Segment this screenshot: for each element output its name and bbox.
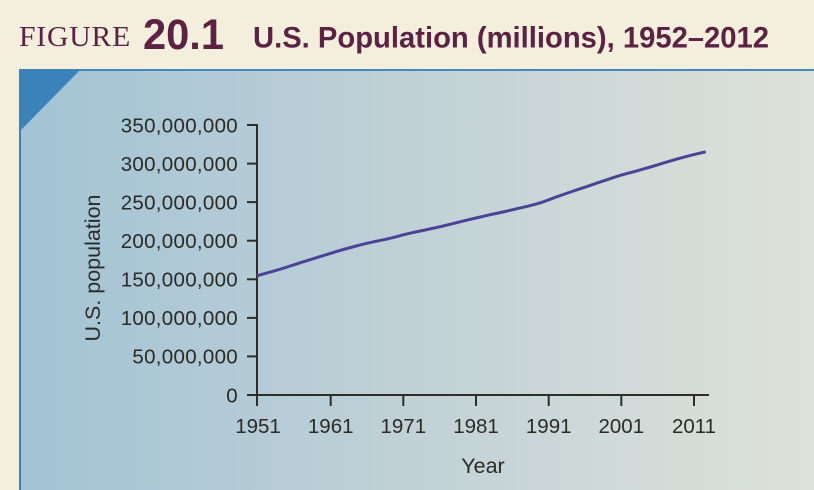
svg-text:1991: 1991 (526, 415, 572, 438)
svg-text:0: 0 (226, 384, 238, 407)
svg-text:1961: 1961 (308, 415, 354, 438)
svg-text:1951: 1951 (235, 415, 281, 438)
svg-text:U.S. population: U.S. population (81, 194, 105, 341)
svg-text:FIGURE: FIGURE (19, 21, 131, 53)
svg-text:2011: 2011 (672, 415, 716, 438)
svg-text:100,000,000: 100,000,000 (121, 307, 238, 330)
svg-text:2001: 2001 (598, 415, 644, 438)
svg-text:U.S. Population (millions), 19: U.S. Population (millions), 1952–2012 (253, 22, 769, 55)
svg-text:20.1: 20.1 (143, 11, 224, 59)
svg-text:Year: Year (461, 454, 504, 478)
svg-text:150,000,000: 150,000,000 (121, 269, 238, 292)
svg-text:1971: 1971 (380, 415, 426, 438)
svg-text:50,000,000: 50,000,000 (132, 346, 238, 369)
svg-text:300,000,000: 300,000,000 (121, 153, 238, 176)
svg-text:200,000,000: 200,000,000 (121, 230, 238, 253)
svg-text:250,000,000: 250,000,000 (121, 191, 238, 214)
svg-text:350,000,000: 350,000,000 (121, 114, 238, 137)
svg-text:1981: 1981 (453, 415, 499, 438)
